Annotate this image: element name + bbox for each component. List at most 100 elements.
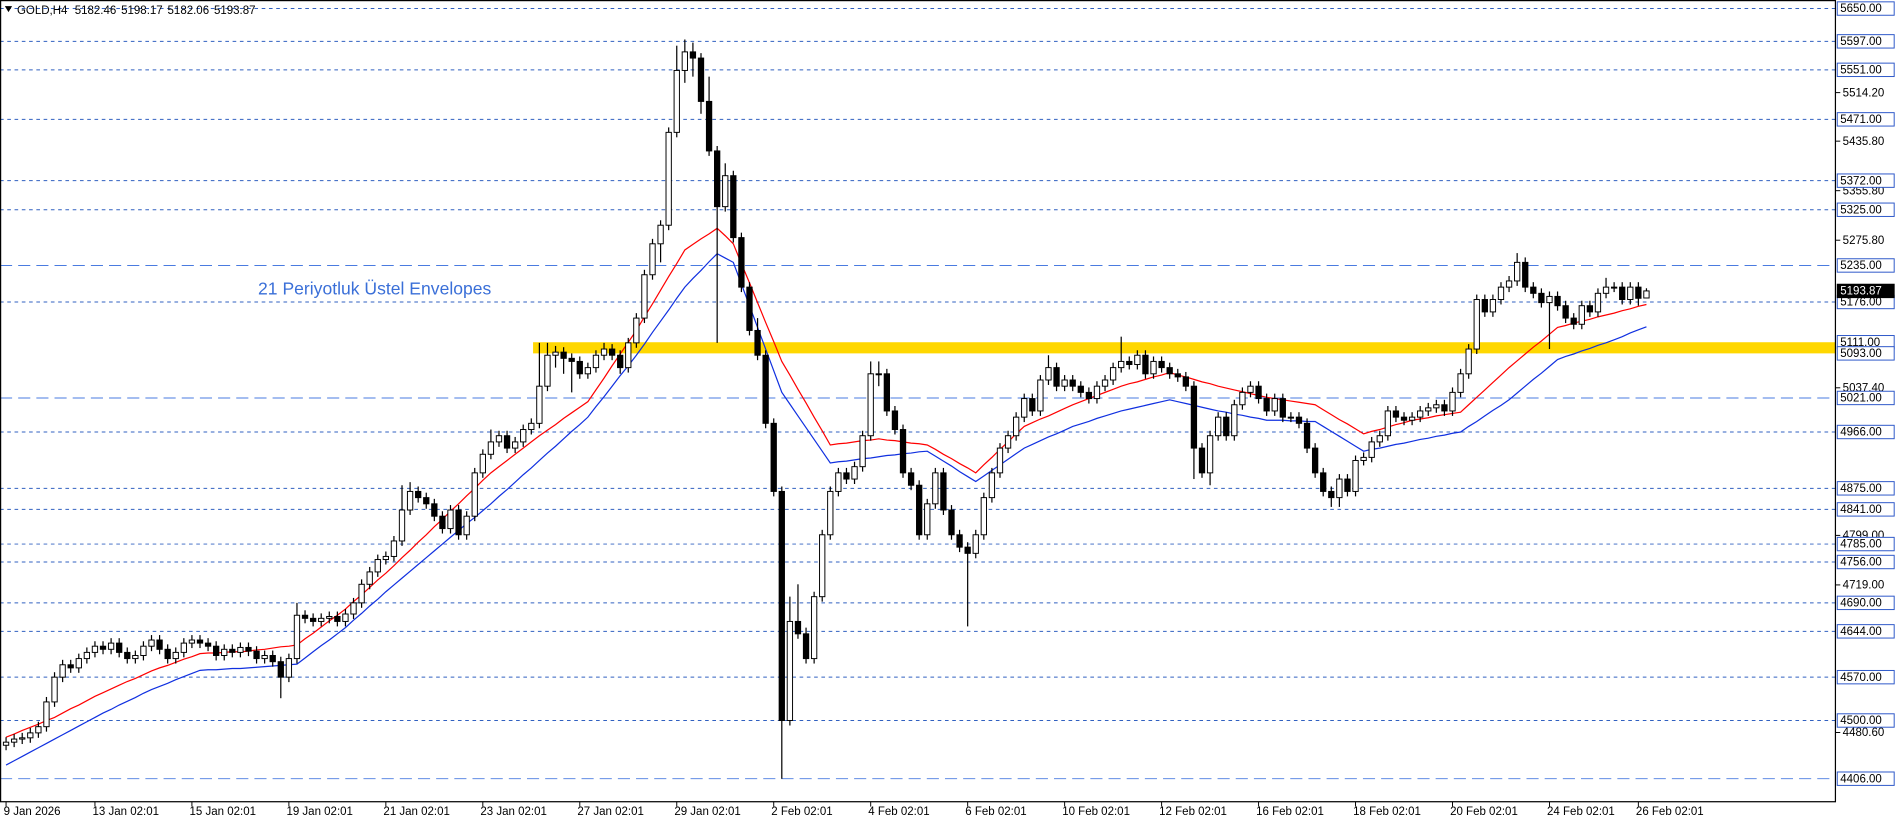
candle-body bbox=[552, 351, 559, 356]
candle-body bbox=[156, 639, 163, 650]
x-tick-label: 23 Jan 02:01 bbox=[480, 806, 546, 818]
chart-header: GOLD,H4 5182.46 5198.17 5182.06 5193.87 bbox=[17, 5, 256, 17]
candle-body bbox=[229, 648, 236, 653]
candle-body bbox=[83, 651, 91, 660]
x-tick-label: 6 Feb 02:01 bbox=[965, 806, 1026, 818]
candle-body bbox=[899, 429, 907, 474]
candle-body bbox=[520, 429, 527, 443]
y-tick-label: 4480.60 bbox=[1843, 727, 1885, 739]
candle-body bbox=[835, 472, 842, 492]
x-tick-label: 10 Feb 02:01 bbox=[1062, 806, 1130, 818]
x-tick-label: 19 Jan 02:01 bbox=[286, 806, 352, 818]
candle-body bbox=[1101, 379, 1109, 387]
x-tick-label: 29 Jan 02:01 bbox=[674, 806, 740, 818]
candle-body bbox=[1449, 391, 1456, 412]
candle-body bbox=[140, 645, 147, 656]
level-label: 4570.00 bbox=[1840, 672, 1882, 684]
candle-body bbox=[1570, 317, 1577, 325]
candle-body bbox=[1126, 360, 1133, 366]
candle-body bbox=[2, 741, 10, 746]
candle-body bbox=[35, 726, 42, 734]
candle-body bbox=[1247, 385, 1254, 393]
level-label: 4406.00 bbox=[1840, 773, 1882, 785]
candle-body bbox=[406, 490, 414, 511]
candle-body bbox=[851, 466, 858, 480]
candle-body bbox=[996, 447, 1004, 474]
candle-body bbox=[608, 348, 616, 356]
price-box bbox=[1836, 283, 1895, 299]
menu-arrow[interactable] bbox=[4, 6, 13, 13]
x-tick-label: 26 Feb 02:01 bbox=[1636, 806, 1704, 818]
candle-body bbox=[431, 503, 438, 517]
candle-body bbox=[932, 472, 939, 505]
x-tick-label: 21 Jan 02:01 bbox=[383, 806, 449, 818]
candle-body bbox=[261, 655, 268, 660]
level-label: 5372.00 bbox=[1840, 175, 1882, 187]
candle-body bbox=[859, 435, 866, 468]
candle-body bbox=[867, 373, 874, 437]
level-label: 4841.00 bbox=[1840, 504, 1882, 516]
candle-body bbox=[1279, 398, 1286, 418]
level-box bbox=[1836, 481, 1895, 496]
candle-body bbox=[1045, 367, 1052, 381]
x-tick-label: 2 Feb 02:01 bbox=[771, 806, 832, 818]
candle-body bbox=[1328, 490, 1335, 499]
candle-body bbox=[27, 732, 34, 739]
envelope-line bbox=[5, 227, 1647, 738]
level-label: 4966.00 bbox=[1840, 427, 1882, 439]
level-box bbox=[1836, 1, 1895, 16]
candle-body bbox=[536, 385, 543, 424]
open-value: 5182.46 bbox=[75, 5, 117, 17]
price-label: 5193.87 bbox=[1840, 286, 1882, 298]
candle-body bbox=[568, 357, 575, 362]
low-value: 5182.06 bbox=[168, 5, 210, 17]
candle-body bbox=[326, 616, 333, 619]
candle-body bbox=[1150, 360, 1157, 375]
candle-body bbox=[447, 509, 454, 530]
candle-body bbox=[875, 373, 882, 376]
candle-body bbox=[1303, 422, 1311, 449]
candle-body bbox=[722, 175, 729, 208]
candle-body bbox=[1004, 435, 1012, 449]
candle-body bbox=[1231, 404, 1238, 437]
candle-body bbox=[1118, 360, 1125, 369]
candle-body bbox=[891, 410, 899, 431]
candle-body bbox=[1368, 441, 1375, 458]
candle-body bbox=[1158, 360, 1165, 369]
high-value: 5198.17 bbox=[121, 5, 163, 17]
axis-layer: 5514.205435.805355.805275.805037.404799.… bbox=[4, 1, 1895, 818]
candle-body bbox=[1061, 379, 1068, 387]
level-label: 5021.00 bbox=[1840, 393, 1882, 405]
candle-body bbox=[1489, 299, 1497, 313]
candle-body bbox=[1320, 472, 1327, 492]
candle-body bbox=[576, 360, 583, 375]
level-box bbox=[1836, 173, 1895, 188]
candle-body bbox=[819, 534, 826, 598]
candle-body bbox=[1392, 410, 1400, 418]
level-label: 4785.00 bbox=[1840, 539, 1882, 551]
candle-body bbox=[1029, 398, 1036, 412]
candle-body bbox=[67, 664, 74, 669]
candle-body bbox=[689, 51, 697, 59]
candle-body bbox=[1522, 261, 1529, 288]
level-box bbox=[1836, 62, 1895, 78]
candle-body bbox=[592, 354, 600, 369]
candle-body bbox=[924, 503, 931, 536]
candle-body bbox=[730, 175, 737, 239]
candle-body bbox=[1384, 410, 1392, 437]
candle-body bbox=[164, 648, 171, 660]
x-tick-label: 13 Jan 02:01 bbox=[93, 806, 159, 818]
candle-body bbox=[649, 243, 656, 276]
candle-body bbox=[1206, 435, 1214, 474]
y-tick-label: 5275.80 bbox=[1843, 235, 1885, 247]
candle-body bbox=[1602, 286, 1610, 294]
candle-body bbox=[1271, 398, 1278, 412]
candle-body bbox=[584, 367, 592, 375]
x-tick-label: 18 Feb 02:01 bbox=[1353, 806, 1421, 818]
candle-body bbox=[657, 224, 664, 245]
candle-body bbox=[1643, 290, 1650, 299]
candle-body bbox=[1142, 354, 1149, 375]
candle-body bbox=[1077, 385, 1084, 393]
candle-body bbox=[778, 490, 785, 721]
